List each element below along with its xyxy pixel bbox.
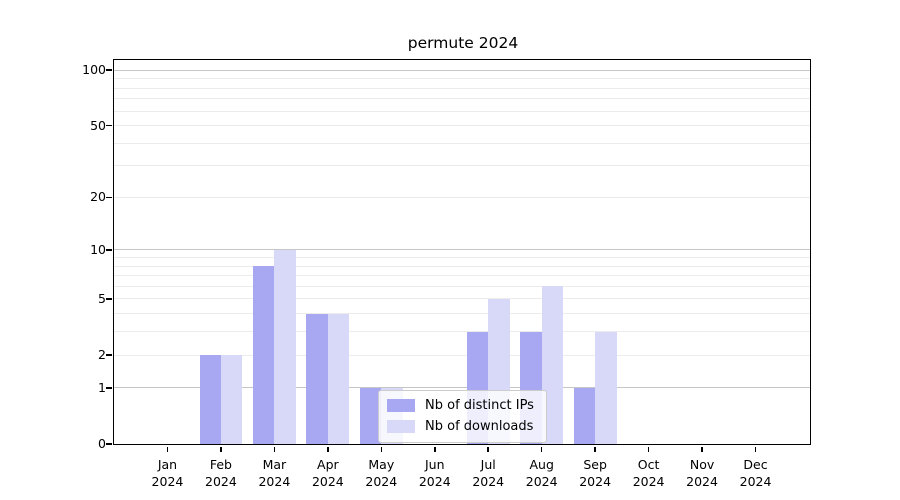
x-tick-mark	[754, 447, 757, 452]
y-tick-mark	[106, 124, 112, 127]
legend-label-downloads: Nb of downloads	[425, 419, 534, 434]
y-gridline	[114, 196, 810, 198]
y-tick-label: 0	[98, 436, 106, 451]
y-gridline	[114, 265, 810, 267]
x-tick-mark	[327, 447, 329, 452]
y-gridline	[114, 313, 810, 315]
x-tick-label-jun: Jun 2024	[418, 457, 451, 489]
x-tick-label-may: May 2024	[365, 457, 398, 489]
x-tick-mark	[220, 447, 222, 452]
y-tick-mark	[106, 249, 112, 251]
y-gridline	[114, 87, 810, 89]
x-tick-mark	[434, 447, 436, 452]
bar-downloads-feb	[220, 355, 243, 444]
x-tick-label-sep: Sep 2024	[579, 457, 612, 489]
y-tick-mark	[106, 298, 112, 300]
y-gridline	[114, 165, 810, 167]
plot-area: Nb of distinct IPs Nb of downloads 0 1 2 5 1…	[82, 59, 811, 489]
bar-distinct-ips-mar	[253, 266, 275, 444]
x-tick-mark	[701, 447, 703, 452]
x-tick-label-apr: Apr 2024	[311, 457, 344, 489]
x-tick-label-jul: Jul 2024	[472, 457, 505, 489]
bar-downloads-apr	[327, 313, 350, 444]
y-gridline	[114, 98, 810, 100]
y-gridline	[114, 78, 810, 80]
y-tick-label: 100	[82, 62, 106, 78]
y-gridline	[114, 249, 810, 251]
bar-distinct-ips-feb	[199, 355, 221, 444]
y-tick-label: 2	[98, 347, 106, 363]
x-tick-mark	[594, 447, 596, 452]
y-tick-mark	[106, 387, 112, 389]
bar-distinct-ips-may	[359, 387, 382, 444]
x-tick-label-nov: Nov 2024	[686, 457, 718, 489]
y-gridline	[114, 142, 810, 144]
y-tick-label: 1	[98, 379, 106, 395]
y-tick-mark	[106, 196, 112, 199]
legend-swatch-downloads	[387, 420, 415, 433]
legend-label-distinct-ips: Nb of distinct IPs	[425, 398, 534, 413]
x-tick-mark	[647, 447, 650, 452]
chart-title: permute 2024	[407, 34, 519, 52]
y-tick-mark	[106, 354, 112, 356]
bar-downloads-aug	[541, 286, 564, 444]
bar-downloads-sep	[595, 331, 617, 444]
bar-distinct-ips-apr	[306, 313, 328, 444]
bar-distinct-ips-sep	[573, 387, 596, 444]
y-gridline	[114, 125, 810, 127]
x-tick-label-mar: Mar 2024	[258, 457, 291, 489]
y-tick-mark	[106, 443, 112, 445]
legend-swatch-distinct-ips	[387, 399, 415, 412]
y-tick-mark	[106, 69, 112, 71]
y-gridline	[114, 354, 810, 356]
y-tick-label: 20	[90, 189, 106, 205]
y-gridline	[114, 285, 810, 287]
legend: Nb of distinct IPs Nb of downloads	[378, 390, 547, 443]
x-tick-mark	[166, 447, 169, 452]
x-tick-label-jan: Jan 2024	[151, 457, 184, 489]
x-tick-label-oct: Oct 2024	[632, 457, 665, 489]
x-tick-mark	[380, 447, 383, 452]
y-gridline	[114, 298, 810, 300]
bar-downloads-mar	[274, 249, 296, 444]
y-tick-label: 50	[90, 117, 106, 133]
legend-row-downloads: Nb of downloads	[387, 416, 538, 437]
plot-inner: Nb of distinct IPs Nb of downloads 0 1 2 5 1…	[82, 60, 810, 489]
legend-row-distinct-ips: Nb of distinct IPs	[387, 395, 538, 416]
y-gridline	[114, 257, 810, 258]
y-gridline	[114, 275, 810, 277]
y-gridline	[114, 110, 810, 112]
y-gridline	[114, 387, 810, 389]
y-gridline	[114, 69, 810, 71]
x-tick-mark	[273, 447, 276, 452]
y-tick-label: 10	[90, 241, 106, 257]
x-tick-mark	[540, 447, 543, 452]
x-tick-mark	[487, 447, 489, 452]
x-tick-label-aug: Aug 2024	[525, 457, 558, 489]
x-tick-label-dec: Dec 2024	[739, 457, 772, 489]
x-tick-label-feb: Feb 2024	[205, 457, 237, 489]
y-gridline	[114, 331, 810, 333]
y-tick-label: 5	[98, 290, 106, 306]
